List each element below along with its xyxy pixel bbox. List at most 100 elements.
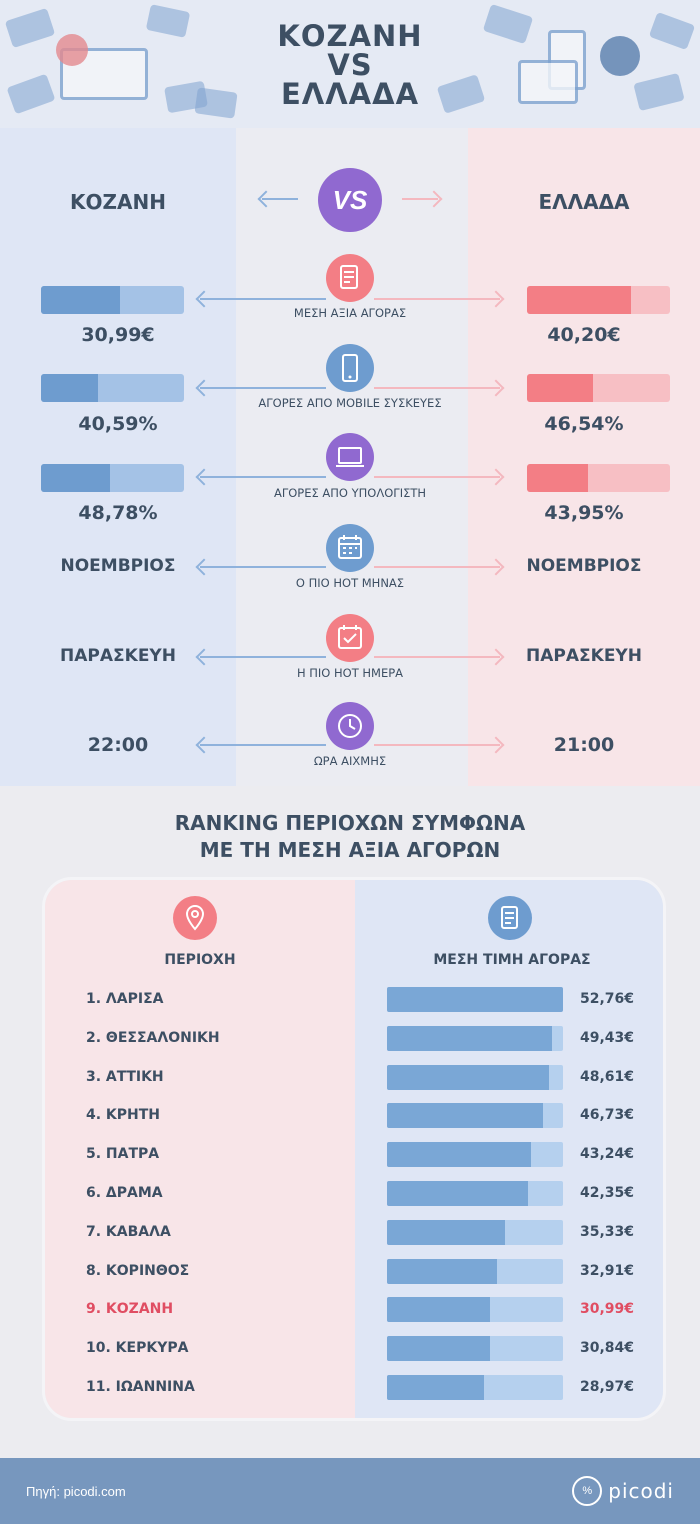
right-value: 40,20€	[547, 324, 621, 346]
footer: Πηγή: picodi.com % picodi	[0, 1458, 700, 1524]
ranking-region-name: 2. ΘΕΣΣΑΛΟΝΙΚΗ	[86, 1029, 220, 1046]
bar-fill	[527, 286, 632, 314]
arrow-right-icon	[374, 476, 500, 478]
column-header-region: ΠΕΡΙΟΧΗ	[164, 952, 236, 968]
ranking-bar	[387, 987, 563, 1012]
ranking-region-name: 11. ΙΩΑΝΝΙΝΑ	[86, 1379, 195, 1395]
arrow-left-icon	[262, 198, 298, 200]
left-title: ΚΟΖΑΝΗ	[70, 190, 166, 214]
row-label: ΜΕΣΗ ΑΞΙΑ ΑΓΟΡΑΣ	[293, 306, 407, 320]
ranking-bar	[387, 1181, 563, 1206]
ranking-value: 32,91€	[580, 1262, 635, 1279]
ranking-bar	[387, 1258, 563, 1284]
row-label: ΑΓΟΡΕΣ ΑΠΟ ΥΠΟΛΟΓΙΣΤΗ	[273, 486, 427, 500]
ranking-value: 35,33€	[580, 1223, 635, 1240]
ranking-bar-fill	[387, 987, 563, 1012]
receipt-icon	[488, 896, 532, 940]
bar-fill	[41, 464, 110, 492]
ranking-value: 30,99€	[580, 1301, 635, 1318]
right-bar	[527, 464, 670, 492]
logo-text: picodi	[608, 1479, 674, 1503]
laptop-icon	[326, 433, 374, 481]
tablet-icon	[518, 60, 578, 104]
ranking-bar	[387, 1219, 563, 1245]
bar-fill	[527, 464, 589, 492]
ranking-bar	[387, 1297, 563, 1323]
mobile-icon	[326, 344, 374, 392]
bar-fill	[41, 286, 120, 314]
ranking-value: 28,97€	[580, 1379, 635, 1395]
ranking-bar-fill	[387, 1336, 490, 1362]
calendar-check-icon	[326, 614, 374, 662]
ranking-bar-fill	[387, 1025, 552, 1051]
right-title: ΕΛΛΑΔΑ	[538, 190, 630, 214]
ranking-value: 49,43€	[580, 1029, 635, 1046]
receipt-icon	[326, 254, 374, 302]
page-title: ΚΟΖΑΝΗ VS ΕΛΛΑΔΑ	[0, 22, 700, 109]
ranking-card: ΠΕΡΙΟΧΗ ΜΕΣΗ ΤΙΜΗ ΑΓΟΡΑΣ	[42, 877, 666, 1421]
right-bar	[527, 374, 670, 402]
arrow-right-icon	[374, 566, 500, 568]
ranking-title: RANKING ΠΕΡΙΟΧΩΝ ΣΥΜΦΩΝΑ ΜΕ ΤΗ ΜΕΣΗ ΑΞΙΑ…	[0, 810, 700, 864]
ranking-title-line: RANKING ΠΕΡΙΟΧΩΝ ΣΥΜΦΩΝΑ	[174, 811, 526, 835]
ranking-bar	[387, 1336, 563, 1362]
ranking-bar-fill	[387, 1219, 505, 1245]
arrow-right-icon	[402, 198, 438, 200]
arrow-right-icon	[374, 387, 500, 389]
left-value: 22:00	[87, 734, 149, 756]
logo-mark-icon: %	[572, 1476, 603, 1506]
ranking-region-name: 6. ΔΡΑΜΑ	[86, 1185, 163, 1201]
row-label: Η ΠΙΟ HOT ΗΜΕΡΑ	[296, 666, 404, 680]
arrow-left-icon	[200, 476, 326, 478]
ranking-value: 43,24€	[580, 1146, 635, 1163]
arrow-right-icon	[374, 656, 500, 658]
left-value: 30,99€	[81, 324, 155, 346]
ranking-value: 48,61€	[580, 1068, 635, 1085]
title-line: ΕΛΛΑΔΑ	[280, 77, 420, 111]
right-column-bg	[468, 128, 700, 786]
arrow-right-icon	[374, 298, 500, 300]
ranking-value: 42,35€	[580, 1185, 635, 1201]
ranking-bar-fill	[387, 1064, 550, 1090]
arrow-left-icon	[200, 656, 326, 658]
ranking-bar-fill	[387, 1103, 543, 1129]
left-bar	[41, 464, 184, 492]
ranking-bar-fill	[387, 1142, 532, 1168]
left-column-bg	[0, 128, 236, 786]
ranking-bar	[387, 1064, 563, 1090]
ranking-region-name: 5. ΠΑΤΡΑ	[86, 1146, 160, 1163]
ranking-bar	[387, 1103, 563, 1129]
arrow-left-icon	[200, 744, 326, 746]
touch-icon	[600, 36, 640, 76]
bar-fill	[527, 374, 593, 402]
calendar-icon	[326, 524, 374, 572]
left-value: 48,78%	[78, 502, 158, 524]
picodi-logo: % picodi	[572, 1476, 674, 1506]
ranking-bar-fill	[387, 1181, 529, 1206]
right-value: ΝΟΕΜΒΡΙΟΣ	[526, 556, 642, 576]
row-label: ΩΡΑ ΑΙΧΜΗΣ	[313, 754, 387, 768]
source-text: Πηγή: picodi.com	[26, 1484, 126, 1499]
left-value: ΝΟΕΜΒΡΙΟΣ	[60, 556, 176, 576]
clock-icon	[326, 702, 374, 750]
right-value: ΠΑΡΑΣΚΕΥΗ	[526, 646, 642, 666]
ranking-bar-fill	[387, 1375, 484, 1400]
ranking-card-left	[45, 880, 355, 1418]
left-bar	[41, 286, 184, 314]
title-line: VS	[327, 48, 373, 82]
arrow-left-icon	[200, 566, 326, 568]
column-header-price: ΜΕΣΗ ΤΙΜΗ ΑΓΟΡΑΣ	[433, 952, 591, 968]
right-bar	[527, 286, 670, 314]
ranking-bar	[387, 1025, 563, 1051]
title-line: ΚΟΖΑΝΗ	[277, 19, 423, 53]
arrow-left-icon	[200, 387, 326, 389]
ranking-bar-fill	[387, 1258, 497, 1284]
ranking-region-name: 4. ΚΡΗΤΗ	[86, 1107, 161, 1124]
row-label: ΑΓΟΡΕΣ ΑΠΟ MOBILE ΣΥΣΚΕΥΕΣ	[258, 396, 442, 410]
ranking-region-name: 1. ΛΑΡΙΣΑ	[86, 991, 164, 1007]
ranking-region-name: 10. ΚΕΡΚΥΡΑ	[86, 1340, 189, 1357]
ranking-region-name: 9. ΚΟΖΑΝΗ	[86, 1301, 174, 1318]
comparison-section: ΚΟΖΑΝΗ ΕΛΛΑΔΑ VS ΜΕΣΗ ΑΞΙΑ ΑΓΟΡΑΣ 30,99€…	[0, 128, 700, 786]
left-value: 40,59%	[78, 413, 158, 435]
row-label: Ο ΠΙΟ HOT ΜΗΝΑΣ	[295, 576, 405, 590]
